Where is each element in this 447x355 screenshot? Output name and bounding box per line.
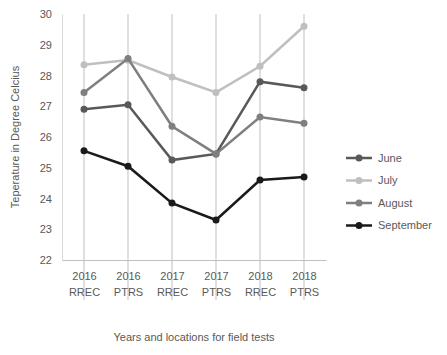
legend-label: July (378, 174, 398, 186)
x-tick-label: 2016 PTRS (114, 270, 143, 299)
y-tick-label: 28 (40, 70, 52, 82)
y-tick-label: 23 (40, 223, 52, 235)
y-tick-label: 25 (40, 162, 52, 174)
x-axis-title: Years and locations for field tests (113, 331, 275, 343)
x-tick-label: 2018 PTRS (290, 270, 319, 299)
series-marker (301, 23, 308, 30)
legend-item: July (346, 174, 398, 186)
series-group (81, 23, 308, 224)
x-tick-label-line: 2017 (204, 270, 228, 282)
grid-line (84, 14, 85, 300)
legend-item: September (346, 219, 432, 231)
y-tick-label: 22 (40, 254, 52, 266)
legend-item: August (346, 197, 412, 209)
series-marker (257, 63, 264, 70)
series-marker (301, 120, 308, 127)
legend-marker (356, 200, 363, 207)
series-line (84, 26, 304, 92)
y-tick: 23 (40, 223, 62, 235)
legend-label: September (378, 219, 432, 231)
y-tick-label: 30 (40, 8, 52, 20)
series-marker (257, 114, 264, 121)
x-tick: 2017 PTRS (202, 260, 231, 298)
series-line (84, 151, 304, 220)
y-tick: 22 (40, 254, 62, 266)
series-marker (169, 200, 176, 207)
series-marker (169, 123, 176, 130)
series-marker (213, 150, 220, 157)
y-tick: 27 (40, 100, 62, 112)
series-marker (125, 55, 132, 62)
legend-label: August (378, 197, 412, 209)
series-marker (81, 147, 88, 154)
legend-marker (356, 222, 363, 229)
series-marker (301, 173, 308, 180)
series-marker (257, 78, 264, 85)
x-axis-line (63, 260, 327, 261)
x-tick-label-line: 2018 (248, 270, 272, 282)
x-tick: 2018 RREC (245, 260, 276, 298)
series-marker (169, 157, 176, 164)
x-tick-label-line: 2016 (116, 270, 140, 282)
grid-line (260, 14, 261, 300)
x-tick-label-line: PTRS (202, 286, 231, 298)
y-tick: 30 (40, 8, 62, 20)
y-tick: 28 (40, 70, 62, 82)
x-tick-label-line: PTRS (290, 286, 319, 298)
legend-item: June (346, 152, 402, 164)
x-tick: 2018 PTRS (290, 260, 319, 298)
series-marker (125, 101, 132, 108)
series-marker (213, 150, 220, 157)
x-axis: 2016 RREC 2016 PTRS 2017 RREC 2017 PTRS 2018 RREC… (63, 260, 327, 298)
legend-marker (356, 155, 363, 162)
y-tick-label: 29 (40, 39, 52, 51)
y-tick-label: 27 (40, 100, 52, 112)
x-tick-label: 2018 RREC (245, 270, 276, 299)
plot: 22 23 24 25 26 27 28 29 30 2016 RREC 2016 PTRS 2017 RR… (40, 8, 327, 300)
series-marker (169, 74, 176, 81)
x-tick-label-line: PTRS (114, 286, 143, 298)
series-marker (81, 61, 88, 68)
x-tick-label-line: 2018 (292, 270, 316, 282)
chart: 22 23 24 25 26 27 28 29 30 2016 RREC 2016 PTRS 2017 RR… (0, 0, 447, 355)
legend-marker (356, 177, 363, 184)
x-tick-label: 2016 RREC (69, 270, 100, 299)
y-axis: 22 23 24 25 26 27 28 29 30 (40, 8, 63, 266)
y-axis-line (62, 15, 63, 261)
series-marker (81, 106, 88, 113)
series-marker (213, 89, 220, 96)
y-axis-title: Teperature in Degree Celcius (9, 65, 21, 208)
x-tick-label: 2017 PTRS (202, 270, 231, 299)
grid-line (304, 14, 305, 300)
y-tick: 24 (40, 193, 62, 205)
x-tick-label-line: 2017 (160, 270, 184, 282)
grid (84, 14, 304, 300)
legend: June July August September (346, 152, 432, 232)
series-line (84, 59, 304, 154)
x-tick: 2017 RREC (157, 260, 188, 298)
series-marker (213, 217, 220, 224)
y-tick: 29 (40, 39, 62, 51)
y-tick-label: 24 (40, 193, 52, 205)
x-tick-label-line: 2016 (72, 270, 96, 282)
x-tick-label-line: RREC (69, 286, 100, 298)
series-marker (81, 89, 88, 96)
y-tick: 26 (40, 131, 62, 143)
series-marker (257, 177, 264, 184)
series-line (84, 82, 304, 160)
x-tick-label-line: RREC (245, 286, 276, 298)
x-tick-label: 2017 RREC (157, 270, 188, 299)
x-tick: 2016 RREC (69, 260, 100, 298)
x-tick: 2016 PTRS (114, 260, 143, 298)
x-tick-label-line: RREC (157, 286, 188, 298)
series-marker (301, 84, 308, 91)
legend-label: June (378, 152, 402, 164)
y-tick: 25 (40, 162, 62, 174)
series-marker (125, 163, 132, 170)
y-tick-label: 26 (40, 131, 52, 143)
